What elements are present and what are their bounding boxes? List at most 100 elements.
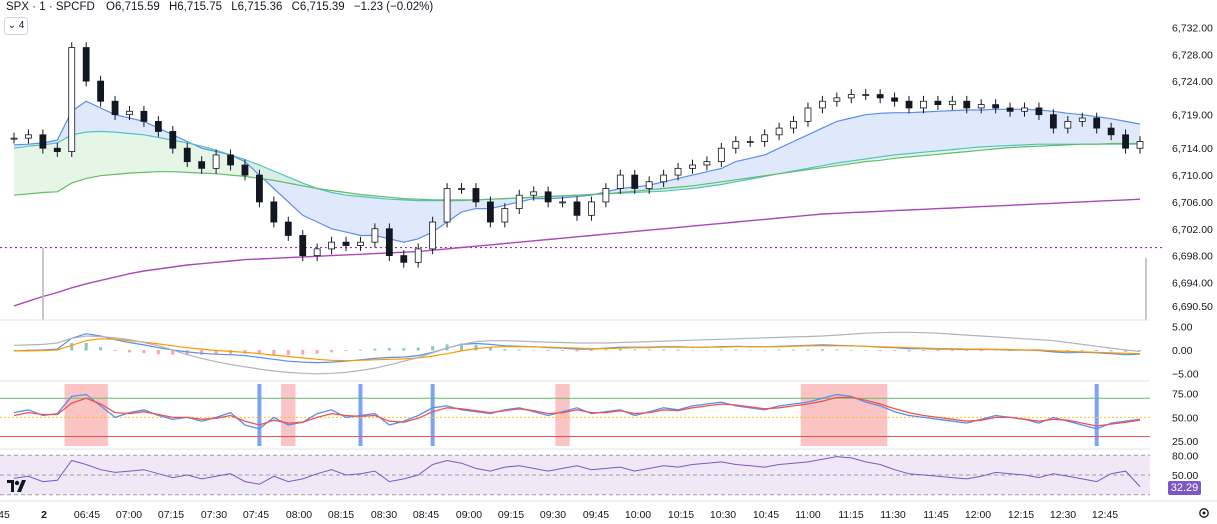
ema-cloud <box>14 101 1140 243</box>
price-tick-label: 6,698.00 <box>1172 251 1213 263</box>
macd-histogram-bar <box>690 350 694 351</box>
macd-histogram-bar <box>532 350 536 351</box>
macd-histogram-bar <box>358 349 362 351</box>
candle-body <box>905 100 913 109</box>
time-tick-label: 12:45 <box>1092 509 1118 521</box>
time-tick-label: 2 <box>41 509 47 521</box>
candle-body <box>732 141 740 149</box>
time-tick-label: 10:00 <box>625 509 651 521</box>
macd-histogram-bar <box>286 350 290 356</box>
candle-body <box>645 181 653 189</box>
macd-histogram-bar <box>994 350 998 351</box>
macd-histogram-bar <box>1124 350 1128 352</box>
time-tick-label: 07:30 <box>201 509 227 521</box>
candle-body <box>703 161 711 166</box>
candle-body <box>371 228 379 243</box>
macd-histogram-bar <box>705 350 709 351</box>
high-label: H <box>168 1 178 13</box>
gear-icon[interactable] <box>1198 507 1210 519</box>
candle-body <box>559 201 566 204</box>
candle-body <box>169 131 177 149</box>
stoch-series-line <box>13 393 1141 430</box>
tradingview-logo-icon[interactable] <box>6 478 30 494</box>
rsi-value-badge: 32.29 <box>1168 481 1201 495</box>
macd-histogram-bar <box>604 349 608 351</box>
candle-body <box>227 154 234 166</box>
stoch-bear-zone <box>800 384 888 446</box>
indicator-count: 4 <box>18 20 25 31</box>
macd-histogram-bar <box>113 350 117 351</box>
macd-histogram-bar <box>402 348 406 351</box>
time-tick-label: 08:15 <box>328 509 354 521</box>
macd-histogram-bar <box>893 350 897 351</box>
macd-tick-label: 5.00 <box>1172 322 1193 334</box>
candle-body <box>1122 134 1129 149</box>
stoch-series-line <box>13 396 1141 427</box>
macd-histogram-bar <box>936 350 940 351</box>
candle-body <box>775 127 783 136</box>
stoch-bear-zone <box>281 384 296 446</box>
candle-body <box>616 174 624 189</box>
candle-body <box>53 147 61 152</box>
candle-body <box>10 137 18 140</box>
macd-histogram-bar <box>445 344 449 351</box>
candle-body <box>198 161 206 169</box>
time-tick-label: 10:30 <box>710 509 736 521</box>
macd-histogram-bar <box>763 350 767 351</box>
candle-body <box>39 134 47 149</box>
macd-histogram-bar <box>1138 350 1142 351</box>
time-tick-label: 10:45 <box>753 509 779 521</box>
candle-body <box>328 241 335 250</box>
candle-body <box>357 241 364 246</box>
candle-body <box>414 248 422 263</box>
indicators-toggle-button[interactable]: ⌄ 4 <box>4 17 28 35</box>
low-value: 6,715.36 <box>237 1 283 13</box>
macd-series-line <box>13 331 1141 375</box>
macd-series-line <box>14 338 1141 362</box>
candle-body <box>876 94 884 99</box>
macd-histogram-bar <box>979 350 983 351</box>
macd-histogram-bar <box>301 350 305 355</box>
macd-tick-label: 0.00 <box>1172 345 1193 357</box>
macd-histogram-bar <box>878 350 882 351</box>
candle-body <box>342 241 350 246</box>
macd-histogram-bar <box>416 347 420 351</box>
candle-body <box>443 188 451 223</box>
candle-body <box>68 47 76 152</box>
candle-body <box>1006 107 1014 112</box>
time-tick-label: 07:45 <box>243 509 269 521</box>
macd-histogram-bar <box>719 349 723 351</box>
price-tick-label: 6,706.00 <box>1172 197 1213 209</box>
time-tick-label: 12:30 <box>1050 509 1076 521</box>
macd-histogram-bar <box>921 350 925 351</box>
ma-cloud <box>14 131 1140 201</box>
price-tick-label: 6,710.00 <box>1172 170 1213 182</box>
candle-body <box>1107 127 1115 136</box>
rsi-tick-label: 80.00 <box>1172 450 1198 462</box>
price-tick-label: 6,724.00 <box>1172 76 1213 88</box>
candle-body <box>1064 120 1072 129</box>
stoch-tick-label: 25.00 <box>1172 436 1198 448</box>
time-tick-label: 11:00 <box>795 509 821 521</box>
chevron-down-icon: ⌄ <box>7 20 17 31</box>
time-tick-label: 45 <box>0 509 10 521</box>
macd-histogram-bar <box>99 347 103 351</box>
candle-body <box>544 191 552 203</box>
time-tick-label: 07:00 <box>116 509 142 521</box>
candle-body <box>1021 107 1028 112</box>
symbol-label[interactable]: SPX · 1 · SPCFD <box>6 1 95 13</box>
candle-body <box>660 174 668 183</box>
time-tick-label: 12:15 <box>1008 509 1034 521</box>
candle-body <box>761 134 769 142</box>
time-tick-label: 11:30 <box>880 509 906 521</box>
macd-histogram-bar <box>820 349 824 351</box>
macd-histogram-bar <box>503 349 507 351</box>
price-tick-label: 6,702.00 <box>1172 224 1213 236</box>
candle-body <box>400 255 408 263</box>
macd-histogram-bar <box>589 350 593 351</box>
high-value: 6,715.75 <box>177 1 223 13</box>
candle-body <box>140 110 148 122</box>
time-tick-label: 08:30 <box>371 509 397 521</box>
candle-body <box>862 94 870 96</box>
